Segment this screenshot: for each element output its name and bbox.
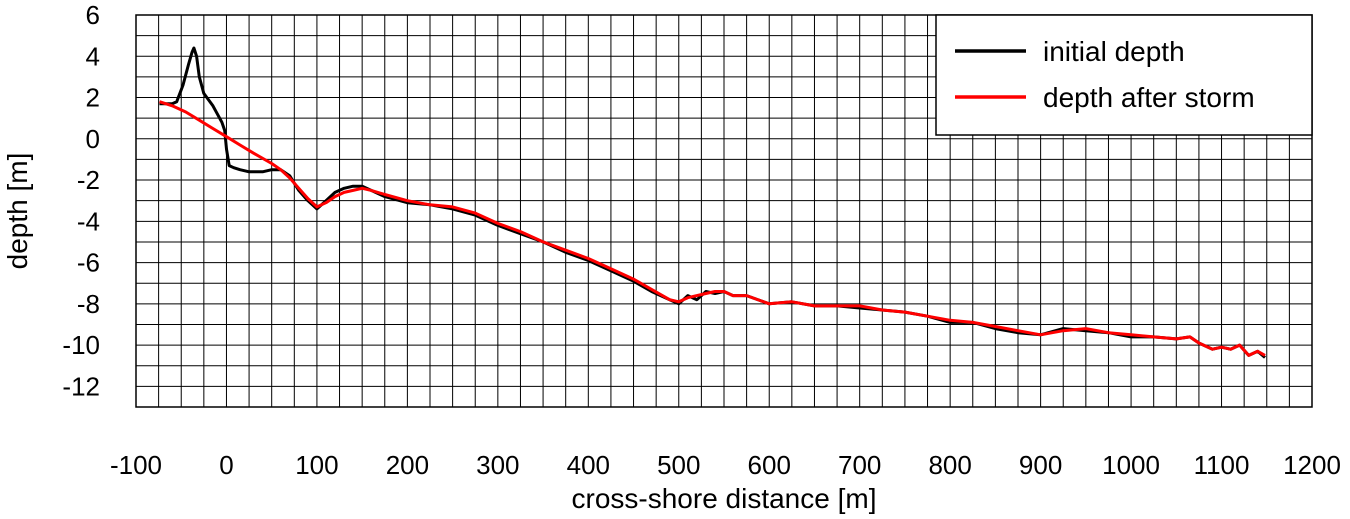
- y-tick-label: 0: [86, 124, 100, 154]
- legend: initial depth depth after storm: [935, 14, 1313, 136]
- x-tick-label: 1200: [1283, 450, 1341, 480]
- series-depth-after-storm: [159, 100, 1266, 357]
- x-tick-label: 100: [295, 450, 338, 480]
- y-tick-label: 4: [86, 41, 100, 71]
- x-tick-label: 900: [1019, 450, 1062, 480]
- y-tick-label: -6: [77, 248, 100, 278]
- y-tick-label: -12: [62, 371, 100, 401]
- legend-label-depth-after-storm: depth after storm: [1043, 82, 1255, 113]
- x-tick-label: 400: [567, 450, 610, 480]
- x-tick-label: 1000: [1102, 450, 1160, 480]
- x-tick-label: 0: [219, 450, 233, 480]
- x-tick-label: 500: [657, 450, 700, 480]
- y-tick-label: -4: [77, 206, 100, 236]
- y-tick-label: 2: [86, 83, 100, 113]
- x-tick-label: 300: [476, 450, 519, 480]
- y-tick-label: 6: [86, 0, 100, 30]
- x-tick-label: -100: [110, 450, 162, 480]
- y-tick-labels: -12 -10 -8 -6 -4 -2 0 2 4 6: [62, 0, 100, 401]
- grid: [135, 14, 1313, 408]
- legend-box: [935, 14, 1313, 136]
- y-tick-label: -10: [62, 330, 100, 360]
- y-tick-label: -2: [77, 165, 100, 195]
- x-tick-label: 800: [928, 450, 971, 480]
- x-tick-label: 700: [838, 450, 881, 480]
- y-tick-label: -8: [77, 289, 100, 319]
- legend-label-initial-depth: initial depth: [1043, 36, 1185, 67]
- x-tick-labels: -100 0 100 200 300 400 500 600 700 800 900 1000 1100…: [110, 450, 1341, 480]
- x-tick-label: 200: [386, 450, 429, 480]
- plot-frame: [135, 14, 1313, 408]
- x-axis-title: cross-shore distance [m]: [572, 483, 877, 514]
- x-tick-label: 1100: [1194, 450, 1250, 480]
- series-lines: [159, 46, 1266, 359]
- y-axis-title: depth [m]: [2, 153, 33, 270]
- x-tick-label: 600: [748, 450, 791, 480]
